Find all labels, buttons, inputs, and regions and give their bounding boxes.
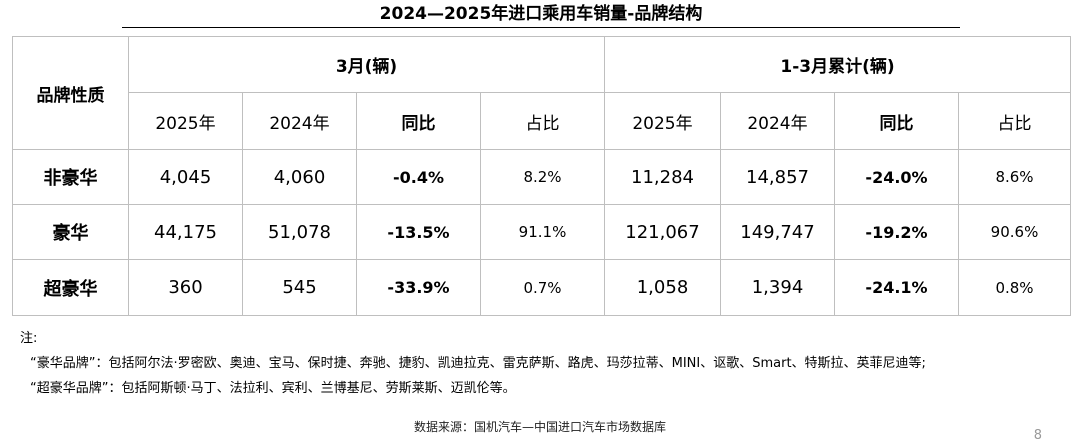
cell-march-2025: 44,175	[128, 204, 243, 260]
cell-march-yoy: -13.5%	[356, 204, 481, 260]
cell-march-2024: 51,078	[242, 204, 357, 260]
cell-march-2024: 4,060	[242, 149, 357, 205]
brand-structure-table: 品牌性质 3月(辆) 1-3月累计(辆) 2025年 2024年 同比 占比 2…	[12, 36, 1072, 316]
subheader-row: 2025年 2024年 同比 占比 2025年 2024年 同比 占比	[13, 92, 1072, 150]
subheader-cell: 占比	[480, 92, 605, 150]
subheader-cell: 2025年	[128, 92, 243, 150]
cell-ytd-share: 0.8%	[957, 259, 1072, 316]
data-source: 数据来源：国机汽车—中国进口汽车市场数据库	[413, 420, 666, 434]
subheader-cell: 同比	[834, 92, 959, 150]
cell-march-yoy: -33.9%	[356, 259, 481, 316]
table-row: 非豪华 4,045 4,060 -0.4% 8.2% 11,284 14,857…	[12, 149, 1072, 205]
cell-ytd-yoy: -24.0%	[834, 149, 959, 205]
page-number: 8	[1033, 428, 1042, 443]
cell-ytd-share: 8.6%	[957, 149, 1072, 205]
cell-march-share: 0.7%	[480, 259, 605, 316]
cell-ytd-yoy: -19.2%	[834, 204, 959, 260]
group-header-march: 3月(辆)	[128, 36, 605, 93]
cell-march-2025: 4,045	[128, 149, 243, 205]
subheader-cell: 2025年	[604, 92, 721, 150]
note-luxury: “豪华品牌”：包括阿尔法·罗密欧、奥迪、宝马、保时捷、奔驰、捷豹、凯迪拉克、雷克…	[30, 356, 926, 371]
subheader-cell: 占比	[957, 92, 1072, 150]
row-header-cell: 品牌性质	[12, 36, 129, 150]
row-label: 超豪华	[12, 259, 129, 316]
cell-march-2024: 545	[242, 259, 357, 316]
row-label: 非豪华	[12, 149, 129, 205]
cell-march-2025: 360	[128, 259, 243, 316]
cell-ytd-2024: 14,857	[720, 149, 835, 205]
cell-ytd-2024: 149,747	[720, 204, 835, 260]
cell-ytd-2025: 121,067	[604, 204, 721, 260]
notes: 注: “豪华品牌”：包括阿尔法·罗密欧、奥迪、宝马、保时捷、奔驰、捷豹、凯迪拉克…	[20, 326, 926, 401]
row-label: 豪华	[12, 204, 129, 260]
cell-march-share: 91.1%	[480, 204, 605, 260]
note-ultra-luxury: “超豪华品牌”：包括阿斯顿·马丁、法拉利、宾利、兰博基尼、劳斯莱斯、迈凯伦等。	[30, 381, 516, 396]
page-title: 2024—2025年进口乘用车销量-品牌结构	[122, 2, 960, 28]
cell-ytd-share: 90.6%	[957, 204, 1072, 260]
cell-march-share: 8.2%	[480, 149, 605, 205]
cell-ytd-2025: 1,058	[604, 259, 721, 316]
cell-ytd-2024: 1,394	[720, 259, 835, 316]
table-row: 超豪华 360 545 -33.9% 0.7% 1,058 1,394 -24.…	[12, 259, 1072, 316]
subheader-cell: 2024年	[242, 92, 357, 150]
group-header-ytd: 1-3月累计(辆)	[603, 36, 1072, 93]
cell-ytd-2025: 11,284	[604, 149, 721, 205]
table-row: 豪华 44,175 51,078 -13.5% 91.1% 121,067 14…	[12, 204, 1072, 260]
subheader-cell: 2024年	[720, 92, 835, 150]
notes-label: 注:	[20, 331, 38, 346]
subheader-cell: 同比	[356, 92, 481, 150]
cell-ytd-yoy: -24.1%	[834, 259, 959, 316]
cell-march-yoy: -0.4%	[356, 149, 481, 205]
